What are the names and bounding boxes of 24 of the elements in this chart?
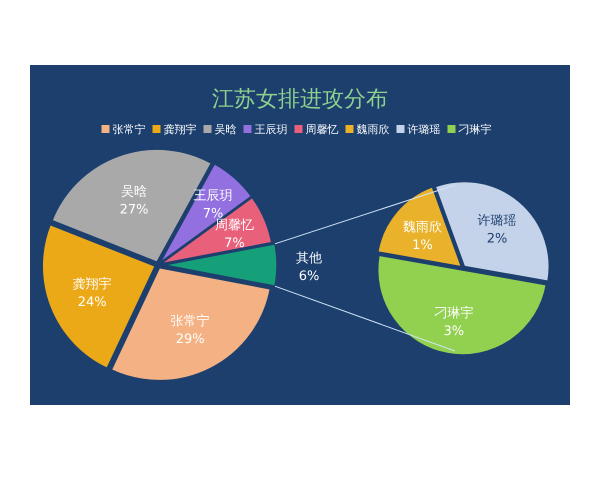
data-label: 6% bbox=[298, 269, 320, 284]
legend-label: 吴晗 bbox=[214, 123, 236, 136]
legend-label: 周馨忆 bbox=[306, 123, 338, 136]
legend-label: 王辰玥 bbox=[254, 123, 288, 136]
slice-label: 张常宁 bbox=[170, 313, 210, 330]
data-label: 29% bbox=[176, 332, 205, 348]
slice-label: 许璐瑶 bbox=[478, 213, 517, 228]
slice-label: 吴晗 bbox=[121, 184, 148, 200]
chart-title: 江苏女排进攻分布 bbox=[212, 87, 388, 112]
slice-label: 龚翔宇 bbox=[72, 276, 112, 292]
data-label: 27% bbox=[120, 202, 148, 218]
data-label: 1% bbox=[412, 238, 433, 253]
data-label: 7% bbox=[224, 236, 245, 251]
slice-label: 其他 bbox=[296, 251, 322, 266]
legend-label: 刁琳宇 bbox=[458, 123, 492, 136]
legend-label: 龚翔宇 bbox=[164, 123, 196, 136]
legend-label: 许璐瑶 bbox=[408, 123, 440, 136]
data-label: 2% bbox=[486, 231, 508, 246]
data-label: 3% bbox=[443, 324, 464, 340]
data-label: 24% bbox=[78, 295, 107, 310]
legend-label: 张常宁 bbox=[112, 123, 146, 136]
slice-label: 魏雨欣 bbox=[402, 220, 442, 235]
slice-label: 刁琳宇 bbox=[433, 305, 474, 322]
legend-label: 魏雨欣 bbox=[356, 123, 390, 136]
